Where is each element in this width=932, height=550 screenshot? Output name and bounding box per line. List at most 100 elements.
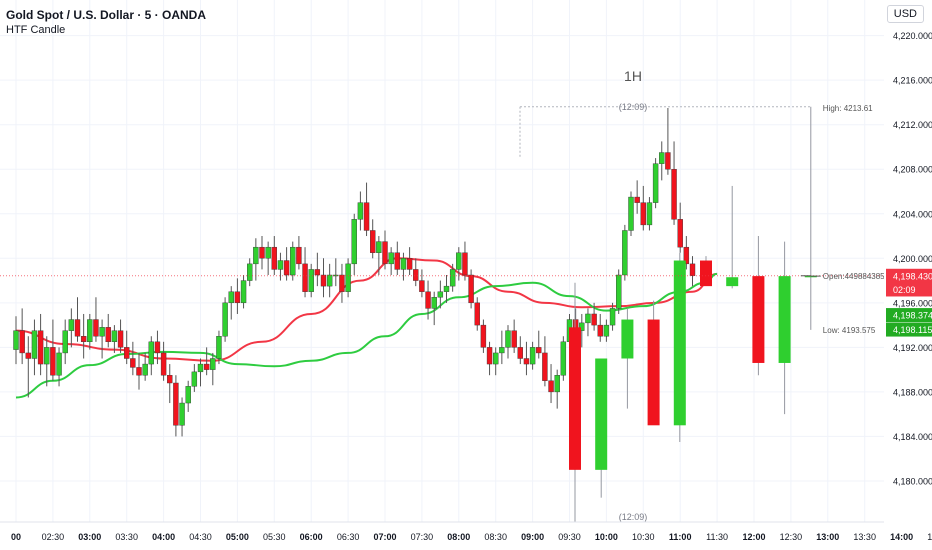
price-badge-bg xyxy=(886,268,932,283)
candle-body xyxy=(370,230,376,253)
candle-5m xyxy=(56,347,62,387)
time-tick-label: 12:00 xyxy=(742,532,765,542)
candle-body xyxy=(511,330,517,348)
htf-candles xyxy=(569,106,817,534)
candle-5m xyxy=(80,313,87,359)
candle-5m xyxy=(246,258,253,287)
candle-5m xyxy=(646,197,653,231)
price-tick-label: 4,200.000 xyxy=(893,254,932,264)
currency-button[interactable]: USD xyxy=(886,5,924,23)
indicator-name[interactable]: HTF Candle xyxy=(6,24,66,36)
candle-body xyxy=(185,386,191,404)
candle-5m xyxy=(290,241,296,281)
candle-5m xyxy=(597,313,603,342)
htf-body xyxy=(595,358,608,470)
candle-5m xyxy=(179,397,185,437)
candle-body xyxy=(259,246,265,259)
candle-5m xyxy=(160,341,167,381)
candle-5m xyxy=(87,313,93,350)
candle-5m xyxy=(357,191,364,231)
candle-body xyxy=(290,246,296,276)
candle-5m xyxy=(579,313,585,348)
candle-body xyxy=(357,202,364,220)
htf-candle xyxy=(752,236,765,376)
candle-body xyxy=(499,347,505,354)
candle-5m xyxy=(333,258,339,287)
time-tick-label: 09:30 xyxy=(558,532,581,542)
candle-body xyxy=(363,202,370,231)
candle-body xyxy=(13,330,19,350)
candle-5m xyxy=(62,319,68,365)
htf-candle xyxy=(569,282,581,534)
htf-body xyxy=(673,260,686,426)
time-tick-label: 02:30 xyxy=(42,532,65,542)
candle-5m xyxy=(37,313,44,376)
candle-body xyxy=(462,252,468,276)
candle-5m xyxy=(382,230,388,270)
candle-body xyxy=(123,347,130,359)
candle-body xyxy=(591,313,597,326)
candle-body xyxy=(37,330,44,365)
candle-body xyxy=(609,308,616,326)
price-tick-label: 4,204.000 xyxy=(893,209,932,219)
symbol-title[interactable]: Gold Spot / U.S. Dollar · 5 · OANDA xyxy=(6,8,207,22)
htf-candle xyxy=(804,106,817,330)
htf-labels: 1H (12:09) (12:09) High: 4213.61 Low: 4193.5… xyxy=(619,68,885,522)
candle-body xyxy=(382,241,388,265)
candle-5m xyxy=(154,330,161,365)
time-tick-label: 04:00 xyxy=(152,532,175,542)
time-tick-label: 00 xyxy=(11,532,21,542)
candle-body xyxy=(443,285,450,292)
candle-5m xyxy=(413,258,419,287)
candle-5m xyxy=(320,258,327,298)
price-tick-label: 4,216.000 xyxy=(893,76,932,86)
candle-body xyxy=(203,363,210,370)
candle-body xyxy=(480,324,487,348)
candle-body xyxy=(628,196,634,231)
price-tick-label: 4,208.000 xyxy=(893,165,932,175)
candle-body xyxy=(554,375,560,393)
candle-body xyxy=(517,347,523,359)
candle-5m xyxy=(640,185,646,231)
price-badge: 4,198.115 xyxy=(886,322,932,337)
candle-body xyxy=(652,163,659,203)
candle-5m xyxy=(437,280,444,309)
time-tick-label: 06:30 xyxy=(337,532,360,542)
candle-5m xyxy=(50,319,56,381)
time-tick-label: 07:30 xyxy=(411,532,434,542)
candle-body xyxy=(148,341,155,365)
time-tick-label: 08:30 xyxy=(484,532,507,542)
candle-body xyxy=(240,280,247,304)
price-badge-bg xyxy=(886,308,932,323)
htf-body xyxy=(752,276,765,363)
candle-body xyxy=(689,263,696,276)
time-axis[interactable]: 00 02:30 03:00 03:30 04:00 04:30 05:00 05:30 06:… xyxy=(0,521,932,550)
price-tick-label: 4,212.000 xyxy=(893,120,932,130)
candle-body xyxy=(677,219,683,248)
candle-5m xyxy=(191,364,198,392)
candle-body xyxy=(167,375,173,384)
candle-body xyxy=(130,358,136,368)
candle-body xyxy=(542,352,548,381)
candle-5m xyxy=(659,141,665,181)
candle-5m xyxy=(462,241,468,281)
candle-body xyxy=(160,352,167,376)
candle-5m xyxy=(228,286,234,320)
candle-5m xyxy=(308,263,314,298)
candle-body xyxy=(683,246,690,265)
time-tick-label: 13:00 xyxy=(816,532,839,542)
candle-5m xyxy=(123,330,130,365)
candle-body xyxy=(111,330,118,343)
candle-5m xyxy=(296,236,302,270)
candle-5m xyxy=(314,252,321,287)
price-tick-label: 4,188.000 xyxy=(893,387,932,397)
candle-5m xyxy=(376,236,382,275)
candle-body xyxy=(142,363,148,376)
price-axis[interactable]: 4,176.0004,180.0004,184.0004,188.0004,19… xyxy=(884,0,932,550)
candle-5m xyxy=(542,336,548,387)
htf-candle xyxy=(621,308,634,409)
time-axis-bg xyxy=(0,522,932,550)
candle-body xyxy=(50,347,56,376)
htf-body xyxy=(647,319,660,426)
